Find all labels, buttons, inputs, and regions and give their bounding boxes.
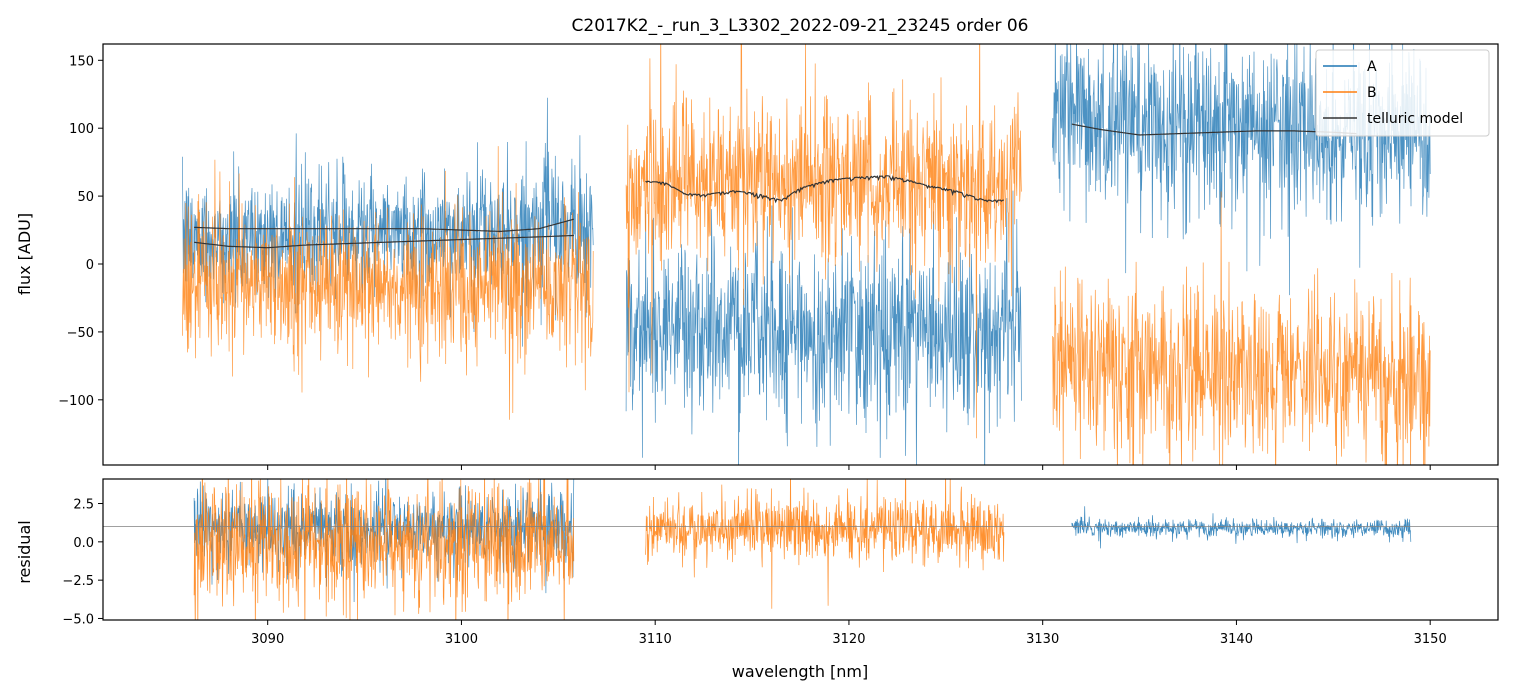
bottom-y-tick-label: 2.5: [73, 498, 94, 513]
bottom-y-axis: −5.0 −2.5 0.0 2.5: [62, 498, 103, 627]
legend-label-a: A: [1367, 59, 1377, 75]
telluric-model-line-3: [645, 175, 1004, 204]
top-x-ticks: [267, 465, 1431, 470]
x-tick-label: 3090: [251, 632, 284, 647]
x-axis: 3090 3100 3110 3120 3130 3140 3150: [251, 620, 1447, 647]
telluric-model-lines: [194, 123, 1357, 249]
legend: A B telluric model: [1315, 49, 1490, 137]
bottom-plot-frame: [102, 478, 1499, 621]
flux-series-b-segment-3: [1052, 191, 1431, 465]
chart-title: C2017K2_-_run_3_L3302_2022-09-21_23245 o…: [572, 16, 1029, 36]
top-y-axis-label: flux [ADU]: [15, 213, 34, 295]
x-axis-label: wavelength [nm]: [732, 662, 869, 681]
bottom-y-tick-label: 0.0: [73, 536, 94, 551]
top-data-area: [182, 44, 1431, 465]
bottom-y-tick-label: −5.0: [62, 612, 94, 627]
flux-series-a-segment-1: [182, 97, 594, 347]
x-tick-label: 3110: [639, 632, 672, 647]
top-y-tick-label: −100: [58, 394, 94, 409]
bottom-y-axis-label: residual: [15, 520, 34, 583]
residual-series-b-segment-2: [645, 479, 1005, 609]
x-tick-label: 3130: [1026, 632, 1059, 647]
bottom-panel: −5.0−2.50.02.5 3090 3100 3110 3120 3130 3140 3…: [15, 478, 1499, 681]
residual-series-a-segment-1: [193, 479, 575, 603]
flux-series-b-segment-1: [182, 146, 594, 420]
legend-box: [1315, 49, 1490, 137]
top-y-axis: −100 −50 0 50 100 150: [58, 54, 103, 409]
top-y-tick-label: −50: [67, 326, 94, 341]
telluric-model-line-4: [1071, 123, 1357, 136]
x-tick-label: 3140: [1220, 632, 1253, 647]
legend-label-model: telluric model: [1367, 111, 1463, 127]
bottom-y-tick-label: −2.5: [62, 574, 94, 589]
flux-series-a-segment-3: [1052, 44, 1431, 296]
top-panel: −100 −50 0 50 100 150 flux [ADU] A B telluric…: [15, 43, 1499, 470]
flux-series-a-segment-2: [625, 190, 1022, 465]
x-tick-label: 3150: [1414, 632, 1447, 647]
top-y-tick-label: 100: [69, 122, 94, 137]
flux-series-b-segment-2: [625, 44, 1022, 439]
top-y-tick-label: 0: [86, 258, 94, 273]
residual-series-b-segment-1: [193, 479, 575, 620]
top-plot-frame: [102, 43, 1499, 466]
top-y-tick-label: 50: [77, 190, 94, 205]
residual-series-a-segment-3: [1071, 506, 1412, 549]
telluric-model-line-2: [194, 234, 574, 249]
legend-label-b: B: [1367, 85, 1377, 101]
telluric-model-line-1: [194, 218, 574, 232]
x-tick-label: 3100: [445, 632, 478, 647]
x-tick-label: 3120: [832, 632, 865, 647]
top-y-tick-label: 150: [69, 54, 94, 69]
